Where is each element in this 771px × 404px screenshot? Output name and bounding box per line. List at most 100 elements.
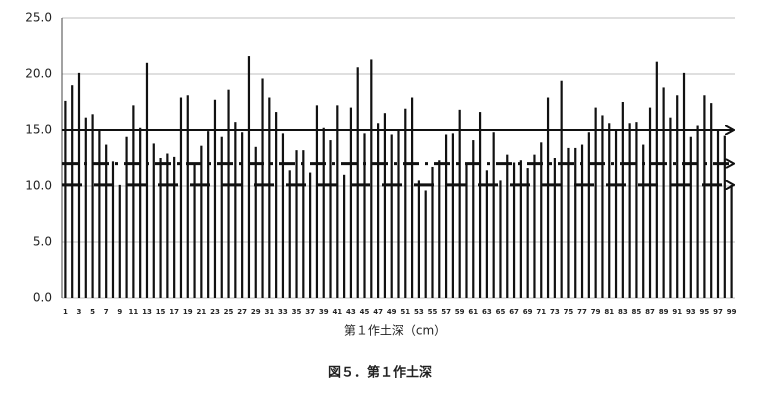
bar bbox=[512, 162, 516, 298]
bar bbox=[247, 56, 251, 298]
bar bbox=[519, 160, 522, 298]
bar bbox=[84, 117, 87, 299]
bar bbox=[438, 160, 441, 298]
bar bbox=[390, 134, 393, 298]
x-tick-label: 83 bbox=[618, 308, 628, 316]
x-tick-label: 69 bbox=[523, 308, 533, 316]
bar bbox=[472, 140, 475, 298]
x-tick-label: 39 bbox=[319, 308, 329, 316]
bar bbox=[648, 107, 652, 298]
bar bbox=[478, 112, 482, 298]
bar bbox=[594, 107, 597, 298]
y-tick-label: 10.0 bbox=[25, 179, 52, 193]
bar bbox=[546, 97, 550, 299]
bar bbox=[111, 161, 115, 298]
bar bbox=[125, 136, 128, 298]
bar bbox=[451, 133, 454, 298]
x-tick-label: 35 bbox=[292, 308, 302, 316]
bar bbox=[363, 133, 366, 298]
bar bbox=[676, 95, 679, 298]
bar bbox=[730, 184, 733, 298]
bar bbox=[193, 164, 196, 298]
bar bbox=[213, 99, 217, 298]
bar bbox=[322, 127, 325, 298]
x-tick-label: 13 bbox=[142, 308, 152, 316]
x-tick-label: 99 bbox=[727, 308, 737, 316]
bar bbox=[580, 144, 584, 298]
bar bbox=[703, 95, 706, 298]
bar bbox=[315, 105, 319, 298]
bar bbox=[227, 89, 230, 299]
bar bbox=[166, 153, 169, 298]
bar bbox=[723, 135, 726, 298]
bar bbox=[655, 61, 658, 299]
x-tick-label: 95 bbox=[700, 308, 710, 316]
x-tick-label: 41 bbox=[332, 308, 342, 316]
x-tick-label: 49 bbox=[387, 308, 397, 316]
x-tick-label: 89 bbox=[659, 308, 669, 316]
x-tick-label: 87 bbox=[645, 308, 655, 316]
bar bbox=[186, 95, 189, 298]
bar bbox=[105, 144, 108, 298]
bar bbox=[329, 140, 332, 298]
bar bbox=[275, 112, 278, 298]
x-tick-label: 75 bbox=[564, 308, 574, 316]
x-tick-label: 53 bbox=[414, 308, 424, 316]
x-tick-label: 59 bbox=[455, 308, 465, 316]
bar bbox=[173, 156, 176, 298]
x-tick-label: 45 bbox=[360, 308, 370, 316]
x-tick-label: 61 bbox=[468, 308, 478, 316]
bar bbox=[689, 136, 692, 298]
x-tick-label: 71 bbox=[536, 308, 546, 316]
bar bbox=[241, 132, 244, 298]
x-tick-label: 7 bbox=[104, 308, 109, 316]
bar bbox=[696, 125, 699, 299]
bar bbox=[179, 97, 183, 299]
x-tick-label: 21 bbox=[196, 308, 206, 316]
bar bbox=[261, 78, 264, 298]
x-tick-label: 15 bbox=[156, 308, 166, 316]
bar bbox=[710, 103, 713, 299]
bar bbox=[309, 172, 312, 298]
bar bbox=[635, 122, 638, 298]
x-tick-label: 57 bbox=[441, 308, 451, 316]
x-tick-label: 23 bbox=[210, 308, 220, 316]
x-tick-label: 77 bbox=[577, 308, 587, 316]
x-tick-label: 91 bbox=[672, 308, 682, 316]
bar bbox=[492, 132, 495, 298]
bar bbox=[91, 114, 94, 298]
bar bbox=[343, 174, 346, 298]
bar bbox=[540, 142, 543, 298]
bar bbox=[526, 168, 529, 298]
bar bbox=[152, 143, 155, 298]
bar bbox=[220, 136, 223, 298]
bar bbox=[465, 164, 468, 298]
bar bbox=[98, 130, 101, 298]
x-tick-label: 79 bbox=[591, 308, 601, 316]
x-axis-label: 第１作土深（cm） bbox=[344, 324, 446, 338]
bar bbox=[268, 97, 271, 299]
x-tick-label: 65 bbox=[496, 308, 506, 316]
bar bbox=[567, 147, 570, 298]
x-tick-label: 37 bbox=[305, 308, 315, 316]
bar bbox=[132, 105, 135, 298]
x-tick-label: 43 bbox=[346, 308, 356, 316]
bar bbox=[404, 108, 407, 298]
bar bbox=[410, 97, 414, 299]
bar bbox=[662, 87, 665, 298]
bar bbox=[458, 109, 461, 298]
x-tick-label: 93 bbox=[686, 308, 696, 316]
x-tick-label: 25 bbox=[224, 308, 234, 316]
bar bbox=[621, 102, 624, 298]
bar bbox=[628, 123, 631, 298]
x-tick-label: 97 bbox=[713, 308, 723, 316]
x-tick-label: 11 bbox=[129, 308, 139, 316]
bar bbox=[302, 150, 305, 298]
x-tick-label: 1 bbox=[63, 308, 68, 316]
bar bbox=[444, 134, 448, 298]
bar bbox=[506, 154, 509, 298]
bar bbox=[64, 100, 67, 298]
bar bbox=[118, 184, 121, 298]
bar bbox=[370, 59, 373, 298]
